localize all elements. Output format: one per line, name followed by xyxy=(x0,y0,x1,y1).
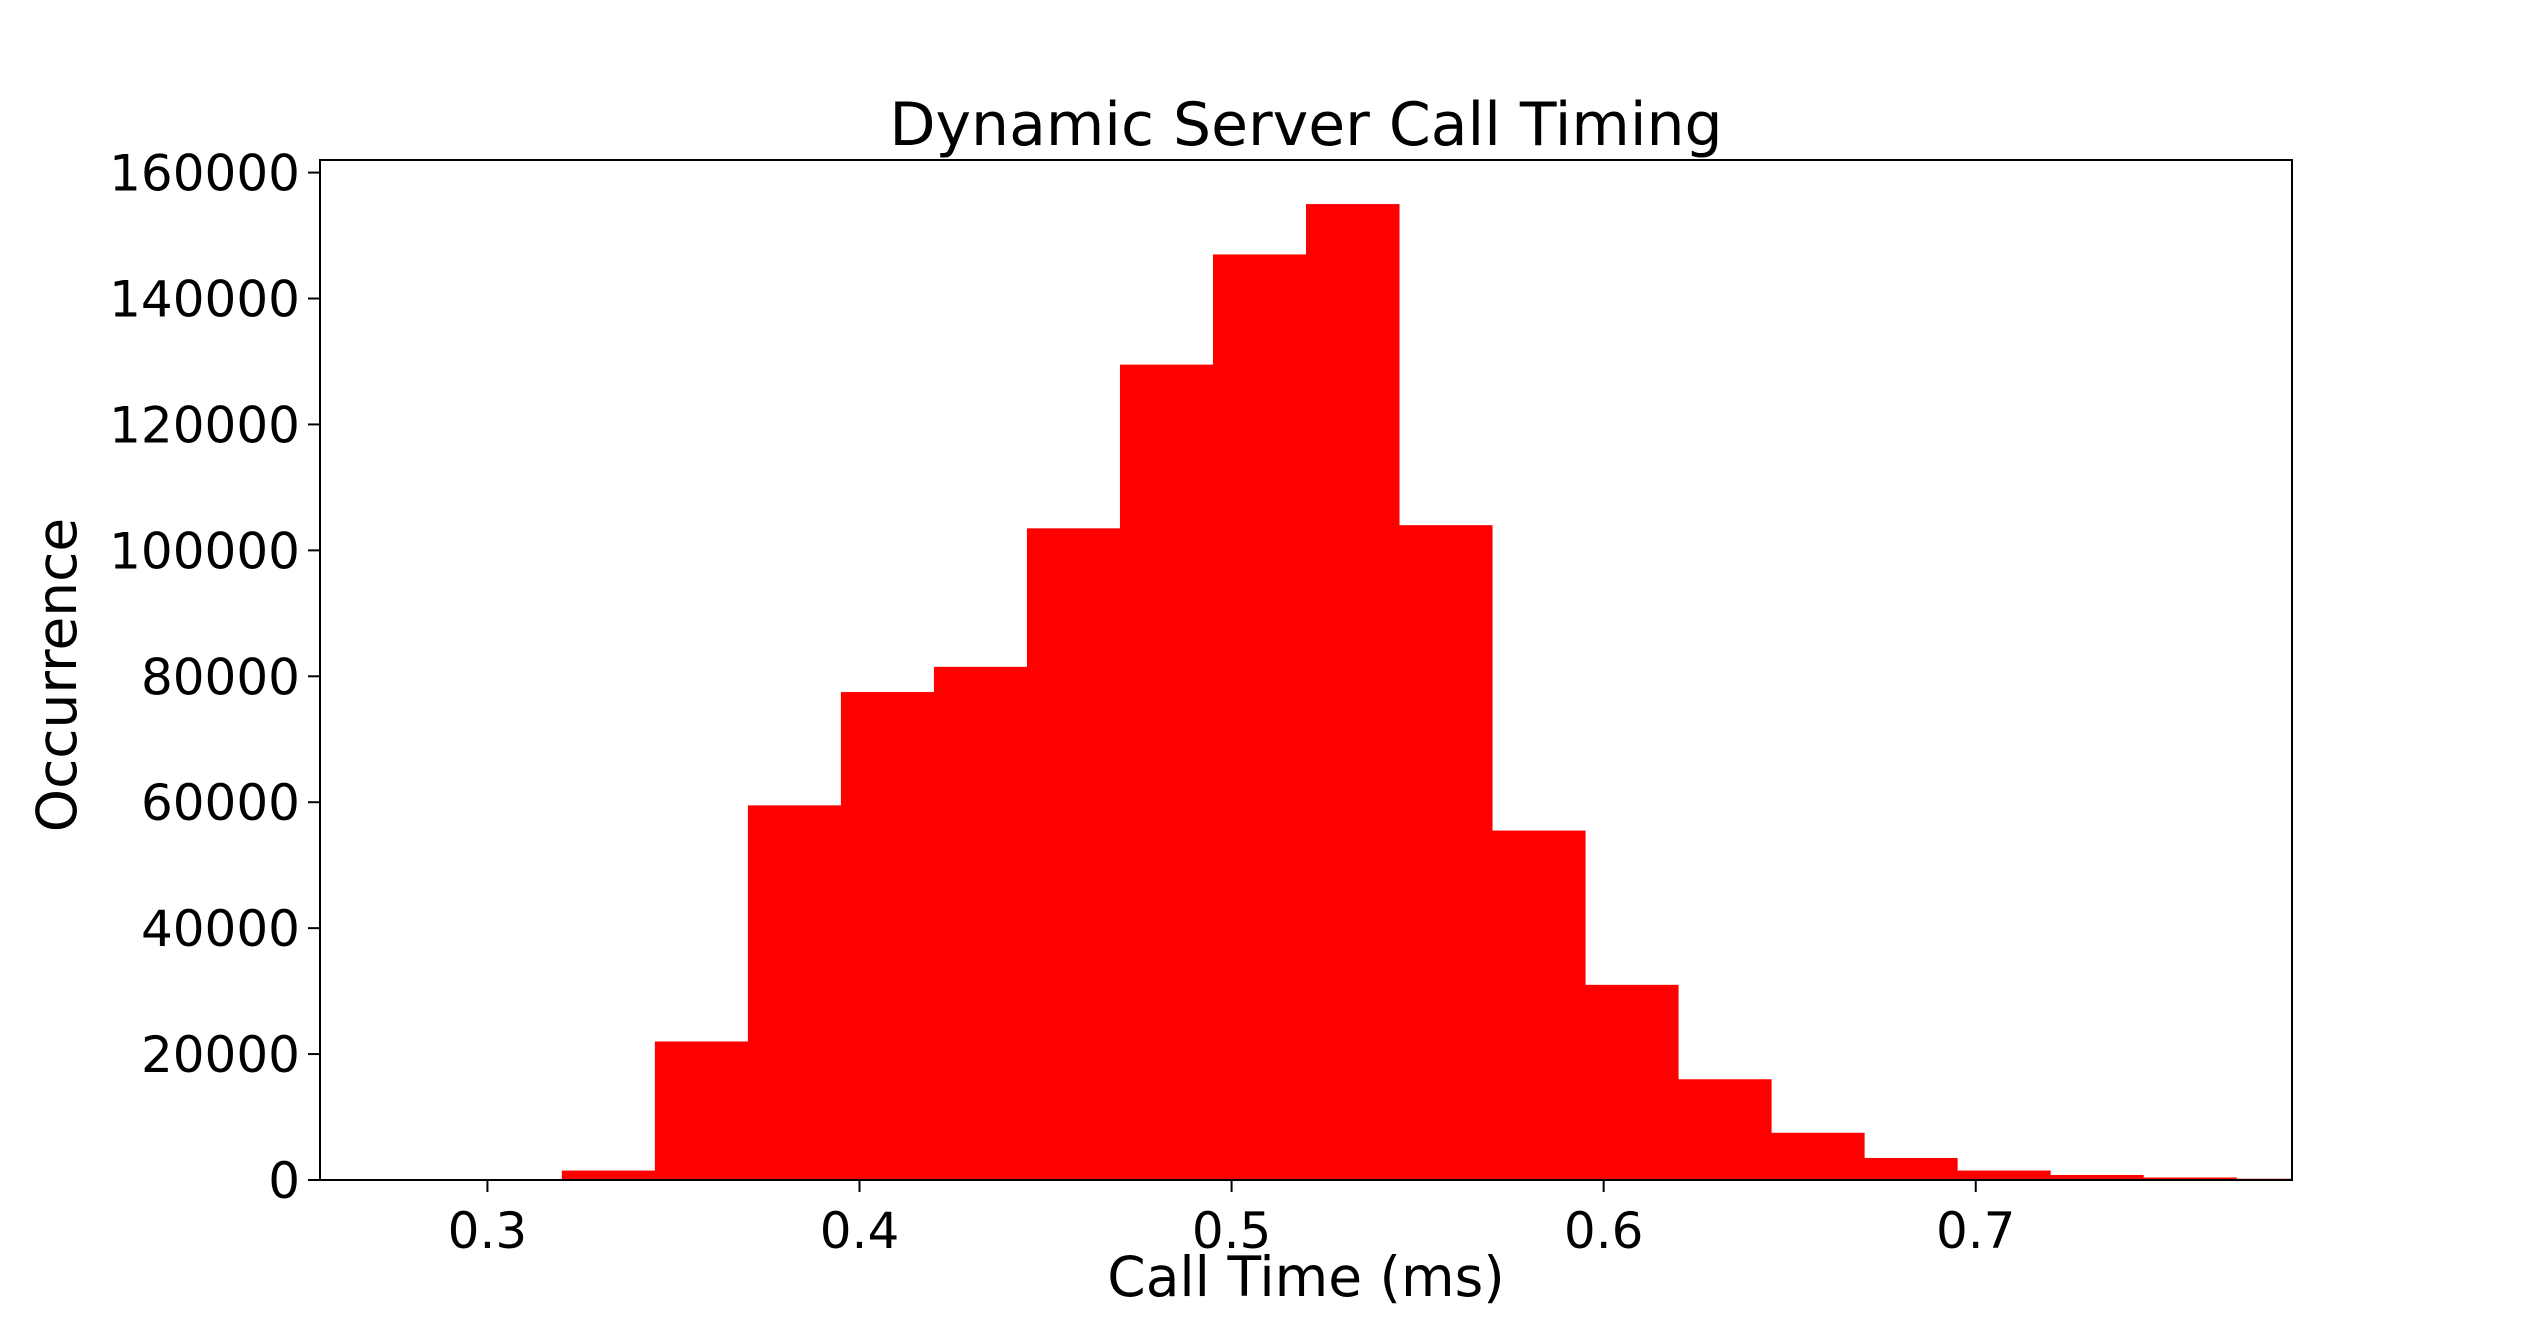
y-axis-ticks: 0 20000 40000 60000 80000 100000 120000 140000 1… xyxy=(109,145,320,1210)
x-tick-label: 0.7 xyxy=(1936,1202,2016,1260)
plot-frame xyxy=(319,159,2293,1181)
histogram-bar xyxy=(1585,984,1679,1180)
histogram-bar xyxy=(1306,204,1400,1180)
histogram-bar xyxy=(1492,830,1586,1180)
histogram-bar xyxy=(2143,1177,2237,1180)
histogram-bars xyxy=(561,204,2293,1180)
histogram-bar xyxy=(1771,1132,1865,1180)
histogram-bar xyxy=(840,692,935,1180)
histogram-bar xyxy=(654,1041,749,1180)
x-tick-label: 0.5 xyxy=(1192,1202,1272,1260)
histogram-bar xyxy=(2050,1174,2144,1180)
y-tick-label: 40000 xyxy=(141,900,300,958)
histogram-bar xyxy=(1864,1157,1958,1180)
histogram-bar xyxy=(1212,254,1307,1180)
y-tick-label: 60000 xyxy=(141,774,300,832)
y-tick-label: 0 xyxy=(268,1152,300,1210)
chart-title: Dynamic Server Call Timing xyxy=(889,90,1722,160)
y-tick-label: 20000 xyxy=(141,1026,300,1084)
x-tick-label: 0.4 xyxy=(820,1202,900,1260)
y-tick-label: 100000 xyxy=(109,522,300,580)
y-tick-label: 140000 xyxy=(109,271,300,329)
histogram-bar xyxy=(1957,1170,2051,1180)
histogram-bar xyxy=(747,805,842,1180)
histogram-bar xyxy=(561,1170,656,1180)
x-axis-ticks: 0.3 0.4 0.5 0.6 0.7 xyxy=(448,1180,2016,1260)
y-tick-label: 80000 xyxy=(141,648,300,706)
x-axis-label: Call Time (ms) xyxy=(1107,1245,1504,1309)
y-tick-label: 120000 xyxy=(109,396,300,454)
y-axis-label: Occurrence xyxy=(25,518,89,832)
histogram-bar xyxy=(1119,364,1214,1180)
histogram-bar xyxy=(1678,1079,1772,1180)
histogram-bar xyxy=(1399,525,1493,1180)
histogram-bar xyxy=(1026,528,1121,1180)
x-tick-label: 0.6 xyxy=(1564,1202,1644,1260)
y-tick-label: 160000 xyxy=(109,145,300,203)
histogram-bar xyxy=(933,666,1028,1180)
x-tick-label: 0.3 xyxy=(448,1202,528,1260)
